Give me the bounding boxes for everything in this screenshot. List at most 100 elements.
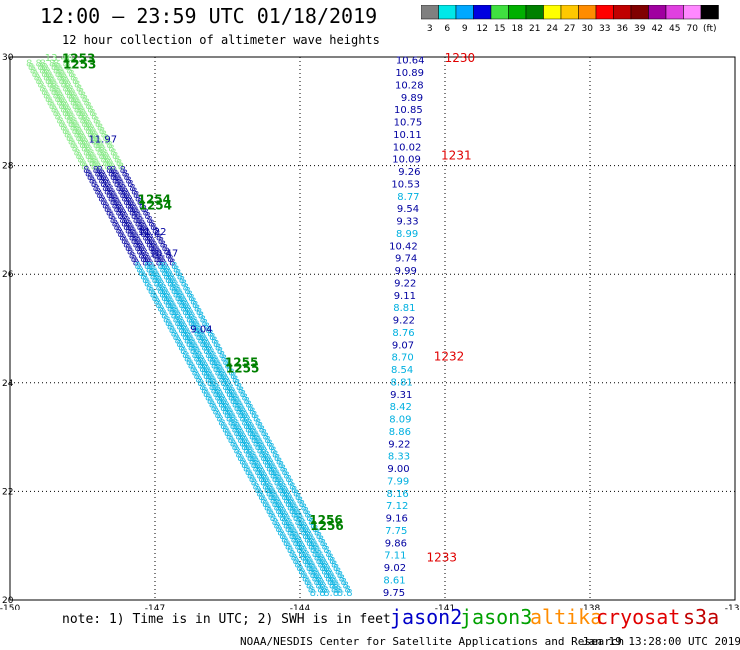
overlapping-track-label: 8.8	[55, 87, 71, 98]
overlapping-track-label: 8.8	[319, 581, 335, 592]
overlapping-track-label: 8.8	[237, 453, 253, 464]
scale-label: 18	[512, 24, 524, 34]
overlapping-track-label: 8.8	[165, 293, 181, 304]
overlapping-track-label: 8.8	[58, 119, 74, 130]
overlapping-track-label: 8.8	[76, 101, 92, 112]
overlapping-track-label: 8.8	[211, 378, 227, 389]
overlapping-track-label: 8.8	[226, 382, 242, 393]
overlapping-track-label: 8.8	[188, 336, 204, 347]
overlapping-track-label: 8.8	[35, 76, 51, 87]
overlapping-track-label: 8.8	[266, 456, 282, 467]
overlapping-track-label: 8.8	[186, 332, 202, 343]
overlapping-track-label: 8.8	[194, 371, 210, 382]
overlapping-track-label: 8.8	[257, 439, 273, 450]
wave-height-label: 9.33	[396, 217, 418, 228]
overlapping-track-label: 8.8	[148, 236, 164, 247]
overlapping-track-label: 8.8	[77, 154, 93, 165]
wave-height-label: 10.02	[393, 142, 422, 153]
overlapping-track-label: 8.8	[78, 105, 94, 116]
overlapping-track-label: 8.8	[192, 343, 208, 354]
overlapping-track-label: 8.8	[41, 87, 57, 98]
overlapping-track-label: 8.8	[215, 385, 231, 396]
overlapping-track-label: 8.8	[184, 353, 200, 364]
overlapping-track-label: 8.8	[59, 69, 75, 80]
overlapping-track-label: 8.8	[295, 535, 311, 546]
scale-swatch	[700, 5, 719, 20]
overlapping-track-label: 8.8	[104, 154, 120, 165]
overlapping-track-label: 8.8	[213, 382, 229, 393]
overlapping-track-label: 8.8	[53, 58, 69, 69]
overlapping-track-label: 8.8	[173, 307, 189, 318]
overlapping-track-label: 8.8	[139, 243, 155, 254]
overlapping-track-label: 8.8	[268, 510, 284, 521]
overlapping-track-label: 8.8	[87, 122, 103, 133]
overlapping-track-label: 8.8	[137, 215, 153, 226]
wave-height-label: 8.86	[389, 427, 411, 438]
overlapping-track-label: 8.8	[121, 211, 137, 222]
overlapping-track-label: 8.8	[140, 272, 156, 283]
overlapping-track-label: 8.8	[209, 350, 225, 361]
overlapping-track-label: 8.8	[127, 222, 143, 233]
overlapping-track-label: 8.8	[222, 375, 238, 386]
wave-height-label: 11.97	[88, 134, 117, 145]
overlapping-track-label: 8.8	[171, 304, 187, 315]
overlapping-track-label: 8.8	[207, 396, 223, 407]
pass-time-label-shadow: 1253	[63, 57, 96, 71]
satellite-legend-s3a: s3a	[683, 605, 720, 629]
wave-height-label: 9.86	[385, 538, 407, 549]
overlapping-track-label: 8.8	[322, 559, 338, 570]
latitude-tick-label: 28	[2, 162, 14, 172]
overlapping-track-label: 8.8	[160, 257, 176, 268]
overlapping-track-label: 8.8	[333, 581, 349, 592]
overlapping-track-label: 8.8	[221, 371, 237, 382]
wave-height-label: 7.75	[385, 526, 407, 537]
overlapping-track-label: 8.8	[257, 463, 273, 474]
overlapping-track-label: 8.8	[95, 186, 111, 197]
overlapping-track-label: 8.8	[102, 176, 118, 187]
overlapping-track-label: 8.8	[183, 300, 199, 311]
credit-line: NOAA/NESDIS Center for Satellite Applica…	[240, 635, 625, 648]
overlapping-track-label: 8.8	[135, 236, 151, 247]
overlapping-track-label: 8.8	[272, 467, 288, 478]
overlapping-track-label: 8.8	[278, 478, 294, 489]
overlapping-track-label: 8.8	[61, 73, 77, 84]
overlapping-track-label: 8.8	[72, 144, 88, 155]
overlapping-track-label: 8.8	[258, 492, 274, 503]
map-title: 12:00 – 23:59 UTC 01/18/2019	[40, 4, 378, 28]
overlapping-track-label: 8.8	[100, 197, 116, 208]
overlapping-track-label: 8.8	[150, 240, 166, 251]
overlapping-track-label: 8.8	[207, 346, 223, 357]
scale-label: 45	[669, 24, 680, 34]
latitude-tick-label: 24	[2, 379, 14, 389]
overlapping-track-label: 8.8	[291, 503, 307, 514]
overlapping-track-label: 8.8	[197, 378, 213, 389]
overlapping-track-label: 8.8	[287, 495, 303, 506]
overlapping-track-label: 8.8	[119, 208, 135, 219]
wave-height-label: 9.54	[397, 204, 419, 215]
overlapping-track-label: 8.8	[176, 339, 192, 350]
overlapping-track-label: 8.8	[317, 577, 333, 588]
overlapping-track-label: 8.8	[87, 147, 103, 158]
wave-height-label: 9.11	[394, 291, 416, 302]
overlapping-track-label: 8.8	[249, 449, 265, 460]
wave-height-label: 10.42	[389, 241, 418, 252]
overlapping-track-label: 8.8	[34, 73, 50, 84]
overlapping-track-label: 8.8	[238, 428, 254, 439]
overlapping-track-label: 8.8	[304, 527, 320, 538]
overlapping-track-label: 8.8	[135, 211, 151, 222]
overlapping-track-label: 8.8	[106, 183, 122, 194]
overlapping-track-label: 8.8	[162, 261, 178, 272]
overlapping-track-label: 8.8	[335, 584, 351, 595]
overlapping-track-label: 8.8	[102, 201, 118, 212]
overlapping-track-label: 8.8	[28, 62, 44, 73]
overlapping-track-label: 8.8	[255, 435, 271, 446]
overlapping-track-label: 8.8	[259, 442, 275, 453]
overlapping-track-label: 8.8	[66, 108, 82, 119]
overlapping-track-label: 8.8	[310, 538, 326, 549]
wave-height-label: 8.77	[397, 192, 419, 203]
overlapping-track-label: 8.8	[186, 357, 202, 368]
overlapping-track-label: 8.8	[184, 304, 200, 315]
overlapping-track-label: 8.8	[173, 332, 189, 343]
overlapping-track-label: 8.8	[175, 286, 191, 297]
overlapping-track-label: 8.8	[283, 488, 299, 499]
